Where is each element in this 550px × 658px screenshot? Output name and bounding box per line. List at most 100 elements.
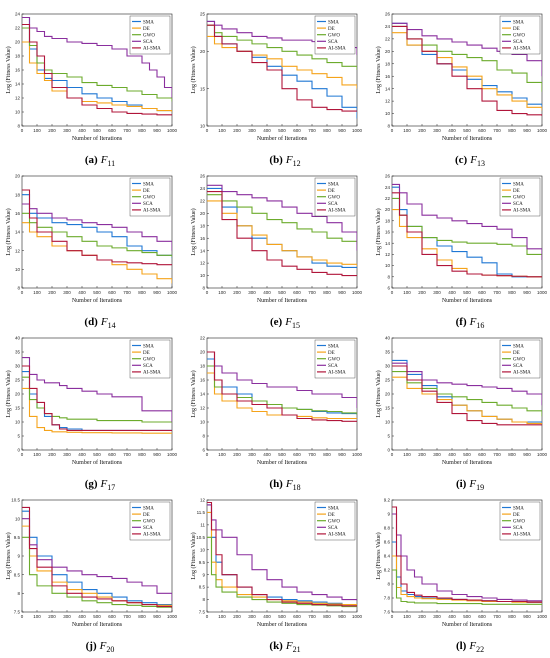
caption-label: (e) bbox=[270, 316, 283, 328]
x-tick-label: 300 bbox=[248, 290, 256, 295]
chart-panel: 0 100 200 300 400 500 600 700 800 900 1000 6 8 10 12 14… bbox=[375, 170, 550, 334]
x-tick-label: 100 bbox=[403, 452, 411, 457]
y-tick-label: 0 bbox=[17, 448, 20, 453]
x-tick-label: 900 bbox=[338, 452, 346, 457]
x-tick-label: 300 bbox=[63, 290, 71, 295]
x-tick-label: 800 bbox=[323, 452, 331, 457]
y-axis-label: Log (Fitness Value) bbox=[5, 208, 12, 255]
x-tick-label: 1000 bbox=[352, 128, 363, 133]
x-axis-label: Number of Iterations bbox=[72, 135, 123, 142]
x-tick-label: 100 bbox=[33, 128, 41, 133]
x-tick-label: 300 bbox=[433, 290, 441, 295]
x-tick-label: 200 bbox=[418, 452, 426, 457]
x-tick-label: 100 bbox=[403, 128, 411, 133]
series-line-sca bbox=[392, 183, 542, 260]
series-line-sma bbox=[22, 194, 172, 259]
x-tick-label: 1000 bbox=[167, 128, 178, 133]
legend-entry: AI-SMA bbox=[513, 47, 531, 52]
y-tick-label: 24 bbox=[385, 24, 391, 29]
x-tick-label: 300 bbox=[63, 614, 71, 619]
x-tick-label: 400 bbox=[263, 128, 271, 133]
y-tick-label: 20 bbox=[385, 207, 391, 212]
x-tick-label: 1000 bbox=[537, 128, 548, 133]
chart-panel: 0 100 200 300 400 500 600 700 800 900 1000 8 10 12 14 1… bbox=[5, 8, 190, 172]
x-tick-label: 400 bbox=[448, 290, 456, 295]
x-tick-label: 300 bbox=[248, 614, 256, 619]
x-tick-label: 500 bbox=[463, 452, 471, 457]
x-tick-label: 900 bbox=[523, 614, 531, 619]
legend-entry: SCA bbox=[513, 40, 523, 45]
y-tick-label: 10 bbox=[385, 263, 391, 268]
x-tick-label: 800 bbox=[508, 128, 516, 133]
series-line-sca bbox=[392, 513, 542, 602]
series-line-ai-sma bbox=[207, 351, 357, 422]
y-tick-label: 18 bbox=[15, 192, 21, 197]
y-tick-label: 18 bbox=[385, 61, 391, 66]
x-tick-label: 900 bbox=[523, 128, 531, 133]
legend-entry: AI-SMA bbox=[513, 533, 531, 538]
legend-entry: SMA bbox=[513, 182, 524, 187]
legend-entry: AI-SMA bbox=[143, 533, 161, 538]
legend-entry: SCA bbox=[328, 202, 338, 207]
y-tick-label: 16 bbox=[15, 68, 21, 73]
caption-label: (f) bbox=[455, 316, 467, 328]
x-tick-label: 700 bbox=[123, 452, 131, 457]
legend-entry: SCA bbox=[328, 40, 338, 45]
x-tick-label: 800 bbox=[138, 290, 146, 295]
x-tick-label: 500 bbox=[93, 452, 101, 457]
y-tick-label: 8 bbox=[17, 286, 20, 291]
series-line-ai-sma bbox=[207, 191, 357, 277]
y-tick-label: 35 bbox=[15, 350, 21, 355]
y-tick-label: 8 bbox=[17, 124, 20, 129]
series-line-de bbox=[22, 387, 172, 434]
caption-label: (h) bbox=[269, 478, 283, 490]
caption-function: F18 bbox=[285, 478, 301, 493]
caption-function: F17 bbox=[100, 478, 116, 493]
x-tick-label: 200 bbox=[418, 128, 426, 133]
legend-entry: GWO bbox=[143, 358, 155, 363]
legend-entry: GWO bbox=[513, 520, 525, 525]
chart-panel: 0 100 200 300 400 500 600 700 800 900 1000 0 5 10 15 20… bbox=[375, 332, 550, 496]
series-line-ai-sma bbox=[22, 506, 172, 609]
legend-entry: AI-SMA bbox=[328, 209, 346, 214]
x-tick-label: 500 bbox=[463, 128, 471, 133]
x-tick-label: 900 bbox=[153, 614, 161, 619]
series-line-gwo bbox=[22, 536, 172, 609]
y-axis-label: Log (Fitness Value) bbox=[190, 208, 197, 255]
x-tick-label: 200 bbox=[418, 614, 426, 619]
legend-entry: DE bbox=[143, 351, 150, 356]
x-tick-label: 0 bbox=[206, 290, 209, 295]
chart-panel: 0 100 200 300 400 500 600 700 800 900 1000 8 10 12 14 1… bbox=[375, 8, 550, 172]
y-tick-label: 10 bbox=[15, 267, 21, 272]
x-tick-label: 300 bbox=[433, 614, 441, 619]
x-tick-label: 900 bbox=[153, 128, 161, 133]
y-tick-label: 16 bbox=[385, 74, 391, 79]
x-tick-label: 200 bbox=[233, 290, 241, 295]
legend-entry: AI-SMA bbox=[328, 371, 346, 376]
y-axis-label: Log (Fitness Value) bbox=[190, 46, 197, 93]
panel-caption: (j) F20 bbox=[10, 640, 190, 654]
panel-caption: (l) F22 bbox=[380, 640, 550, 654]
caption-subscript: 19 bbox=[476, 483, 485, 493]
x-tick-label: 200 bbox=[233, 128, 241, 133]
x-tick-label: 400 bbox=[448, 452, 456, 457]
caption-label: (l) bbox=[455, 640, 467, 652]
x-tick-label: 600 bbox=[478, 614, 486, 619]
panel-caption: (h) F18 bbox=[195, 478, 375, 492]
x-tick-label: 900 bbox=[523, 452, 531, 457]
panel-caption: (k) F21 bbox=[195, 640, 375, 654]
y-tick-label: 20 bbox=[200, 49, 206, 54]
x-tick-label: 700 bbox=[493, 452, 501, 457]
x-tick-label: 800 bbox=[508, 290, 516, 295]
x-tick-label: 500 bbox=[278, 128, 286, 133]
x-tick-label: 900 bbox=[153, 290, 161, 295]
caption-label: (a) bbox=[84, 154, 98, 166]
legend-entry: GWO bbox=[328, 358, 340, 363]
y-tick-label: 8.8 bbox=[384, 526, 391, 531]
caption-function: F22 bbox=[469, 640, 485, 655]
legend-entry: DE bbox=[328, 513, 335, 518]
x-tick-label: 800 bbox=[508, 452, 516, 457]
legend-entry: SCA bbox=[513, 364, 523, 369]
x-tick-label: 1000 bbox=[167, 614, 178, 619]
legend-entry: GWO bbox=[513, 358, 525, 363]
